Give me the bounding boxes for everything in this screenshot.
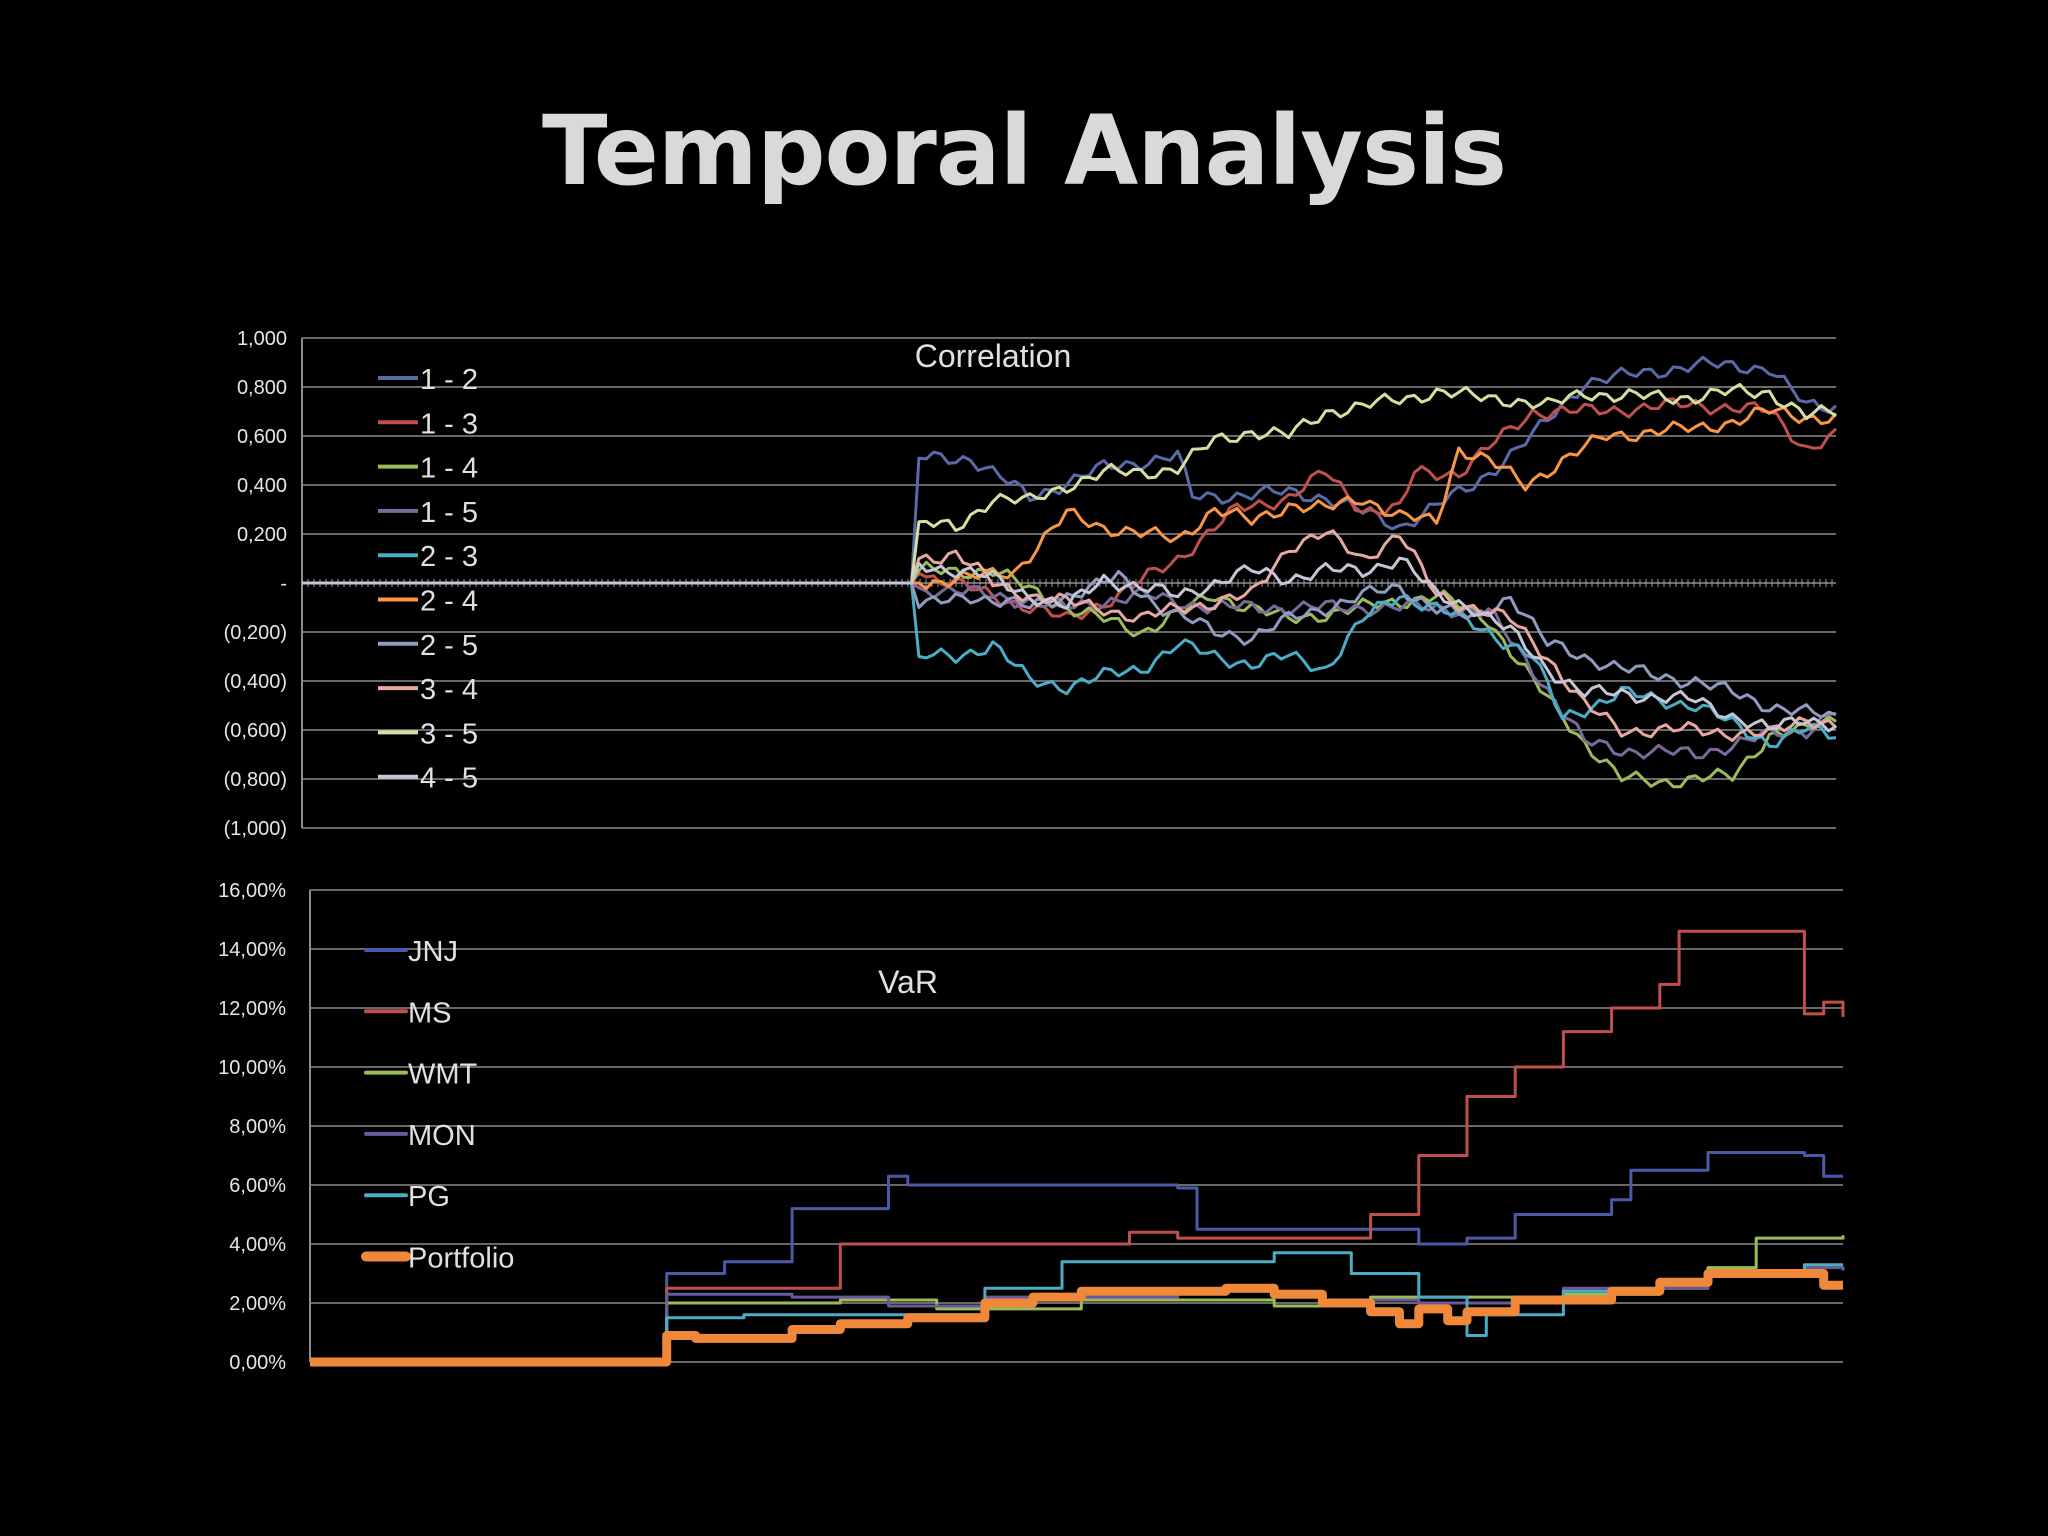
correlation-legend-label: 2 - 3 (420, 541, 478, 573)
var-legend-label: WMT (408, 1059, 478, 1091)
correlation-y-tick-label: (1,000) (224, 818, 287, 840)
var-y-tick-label: 4,00% (229, 1234, 286, 1256)
var-y-tick-label: 8,00% (229, 1116, 286, 1138)
correlation-legend-label: 3 - 4 (420, 674, 478, 706)
var-legend-label: Portfolio (408, 1243, 514, 1275)
var-series-mon (310, 1266, 1845, 1364)
correlation-legend-label: 3 - 5 (420, 718, 478, 750)
correlation-legend-label: 1 - 5 (420, 497, 478, 529)
var-legend-label: JNJ (408, 936, 458, 968)
correlation-y-tick-label: 0,600 (237, 426, 287, 448)
correlation-y-tick-label: (0,800) (224, 769, 287, 791)
var-chart-title: VaR (878, 964, 938, 1000)
correlation-y-tick-label: (0,400) (224, 671, 287, 693)
var-series-jnj (310, 1151, 1843, 1364)
var-y-tick-label: 12,00% (218, 998, 286, 1020)
var-y-tick-label: 16,00% (218, 880, 286, 902)
correlation-legend-label: 1 - 3 (420, 408, 478, 440)
correlation-y-tick-label: - (280, 573, 287, 595)
correlation-y-tick-label: (0,600) (224, 720, 287, 742)
correlation-series-4-5 (302, 556, 1837, 733)
correlation-y-tick-label: 1,000 (237, 328, 287, 350)
slide-title: Temporal Analysis (541, 95, 1507, 207)
var-y-tick-label: 10,00% (218, 1057, 286, 1079)
var-legend-label: MS (408, 997, 452, 1029)
correlation-y-tick-label: 0,800 (237, 377, 287, 399)
correlation-legend-label: 2 - 4 (420, 586, 478, 618)
var-y-tick-label: 0,00% (229, 1352, 286, 1374)
correlation-y-tick-label: (0,200) (224, 622, 287, 644)
correlation-y-tick-label: 0,200 (237, 524, 287, 546)
correlation-legend-label: 1 - 2 (420, 364, 478, 396)
correlation-legend-label: 1 - 4 (420, 453, 478, 485)
correlation-legend-label: 2 - 5 (420, 630, 478, 662)
correlation-chart-title: Correlation (915, 338, 1072, 374)
correlation-y-tick-label: 0,400 (237, 475, 287, 497)
var-series-portfolio (310, 1269, 1843, 1367)
correlation-legend-label: 4 - 5 (420, 763, 478, 795)
var-y-tick-label: 6,00% (229, 1175, 286, 1197)
var-legend-label: PG (408, 1181, 450, 1213)
var-legend-label: MON (408, 1120, 476, 1152)
var-y-tick-label: 2,00% (229, 1293, 286, 1315)
var-y-tick-label: 14,00% (218, 939, 286, 961)
